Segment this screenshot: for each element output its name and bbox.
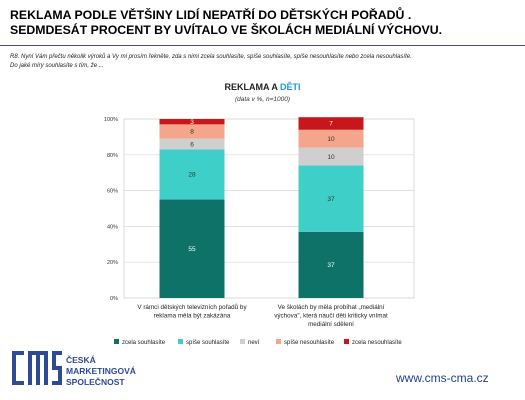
bar-segment	[159, 124, 225, 139]
x-category-label: Ve školách by měla probíhat „mediální	[278, 304, 385, 311]
headline-line-2: SEDMDESÁT PROCENT BY UVÍTALO VE ŠKOLÁCH …	[10, 23, 443, 37]
y-tick-label: 60%	[107, 189, 118, 195]
x-category-label: reklama měla být zakázána	[154, 313, 231, 320]
data-label: 37	[327, 262, 335, 269]
bar-segment	[298, 129, 364, 148]
legend-label: zcela souhlasíte	[122, 340, 166, 346]
y-tick-label: 0%	[110, 296, 118, 302]
legend-swatch	[178, 339, 183, 344]
logo-line-1: ČESKÁ	[66, 355, 96, 365]
bar-segment	[159, 138, 225, 150]
bar-segment	[159, 149, 225, 200]
y-tick-label: 100%	[104, 117, 118, 123]
data-label: 10	[327, 154, 335, 161]
logo-line-2: MARKETINGOVÁ	[66, 366, 136, 376]
x-category-label: výchova", která naučí děti kriticky vním…	[274, 313, 388, 320]
question-line-2: Do jaké míry souhlasíte s tím, že ...	[10, 63, 104, 69]
bar-segment	[298, 117, 364, 130]
data-label: 7	[329, 121, 333, 128]
bar-segment	[298, 231, 364, 298]
data-label: 3	[190, 119, 194, 126]
cms-logo-icon	[12, 351, 62, 385]
bar-segment	[298, 147, 364, 166]
data-label: 28	[188, 172, 196, 179]
chart-title: REKLAMA A DĚTI	[0, 82, 525, 92]
logo-line-3: SPOLEČNOST	[66, 377, 125, 387]
legend-label: neví	[248, 340, 260, 346]
chart-title-accent: DĚTI	[279, 82, 301, 92]
legend-label: spíše nesouhlasíte	[284, 340, 335, 346]
header-divider	[0, 45, 525, 46]
x-category-label: mediální sdělení	[308, 321, 354, 328]
y-tick-label: 20%	[107, 260, 118, 266]
bar-segment	[159, 199, 225, 298]
y-tick-label: 40%	[107, 224, 118, 230]
bar-segment	[159, 119, 225, 125]
data-label: 10	[327, 136, 335, 143]
legend-swatch	[276, 339, 281, 344]
y-tick-label: 80%	[107, 153, 118, 159]
x-category-label: V rámci dětských televizních pořadů by	[137, 303, 247, 311]
chart-title-main: REKLAMA A	[224, 82, 280, 92]
bar-segment	[298, 165, 364, 232]
survey-question: R8. Nyní Vám přečtu několik výroků a Vy …	[10, 53, 515, 71]
logo-text: ČESKÁ MARKETINGOVÁ SPOLEČNOST	[66, 355, 136, 388]
legend-swatch	[114, 339, 119, 344]
headline-line-1: REKLAMA PODLE VĚTŠINY LIDÍ NEPATŘÍ DO DĚ…	[10, 8, 412, 22]
legend-swatch	[240, 339, 245, 344]
chart-subtitle: (data v %, n=1000)	[234, 96, 291, 103]
legend-label: spíše souhlasíte	[186, 340, 230, 346]
data-label: 6	[190, 141, 194, 148]
question-line-1: R8. Nyní Vám přečtu několik výroků a Vy …	[10, 54, 412, 60]
legend-label: zcela nesouhlasíte	[352, 340, 402, 346]
data-label: 55	[188, 246, 196, 253]
headline: REKLAMA PODLE VĚTŠINY LIDÍ NEPATŘÍ DO DĚ…	[10, 8, 515, 38]
data-label: 8	[190, 129, 194, 136]
data-label: 37	[327, 196, 335, 203]
website-url[interactable]: www.cms-cma.cz	[396, 371, 489, 385]
legend-swatch	[344, 339, 349, 344]
